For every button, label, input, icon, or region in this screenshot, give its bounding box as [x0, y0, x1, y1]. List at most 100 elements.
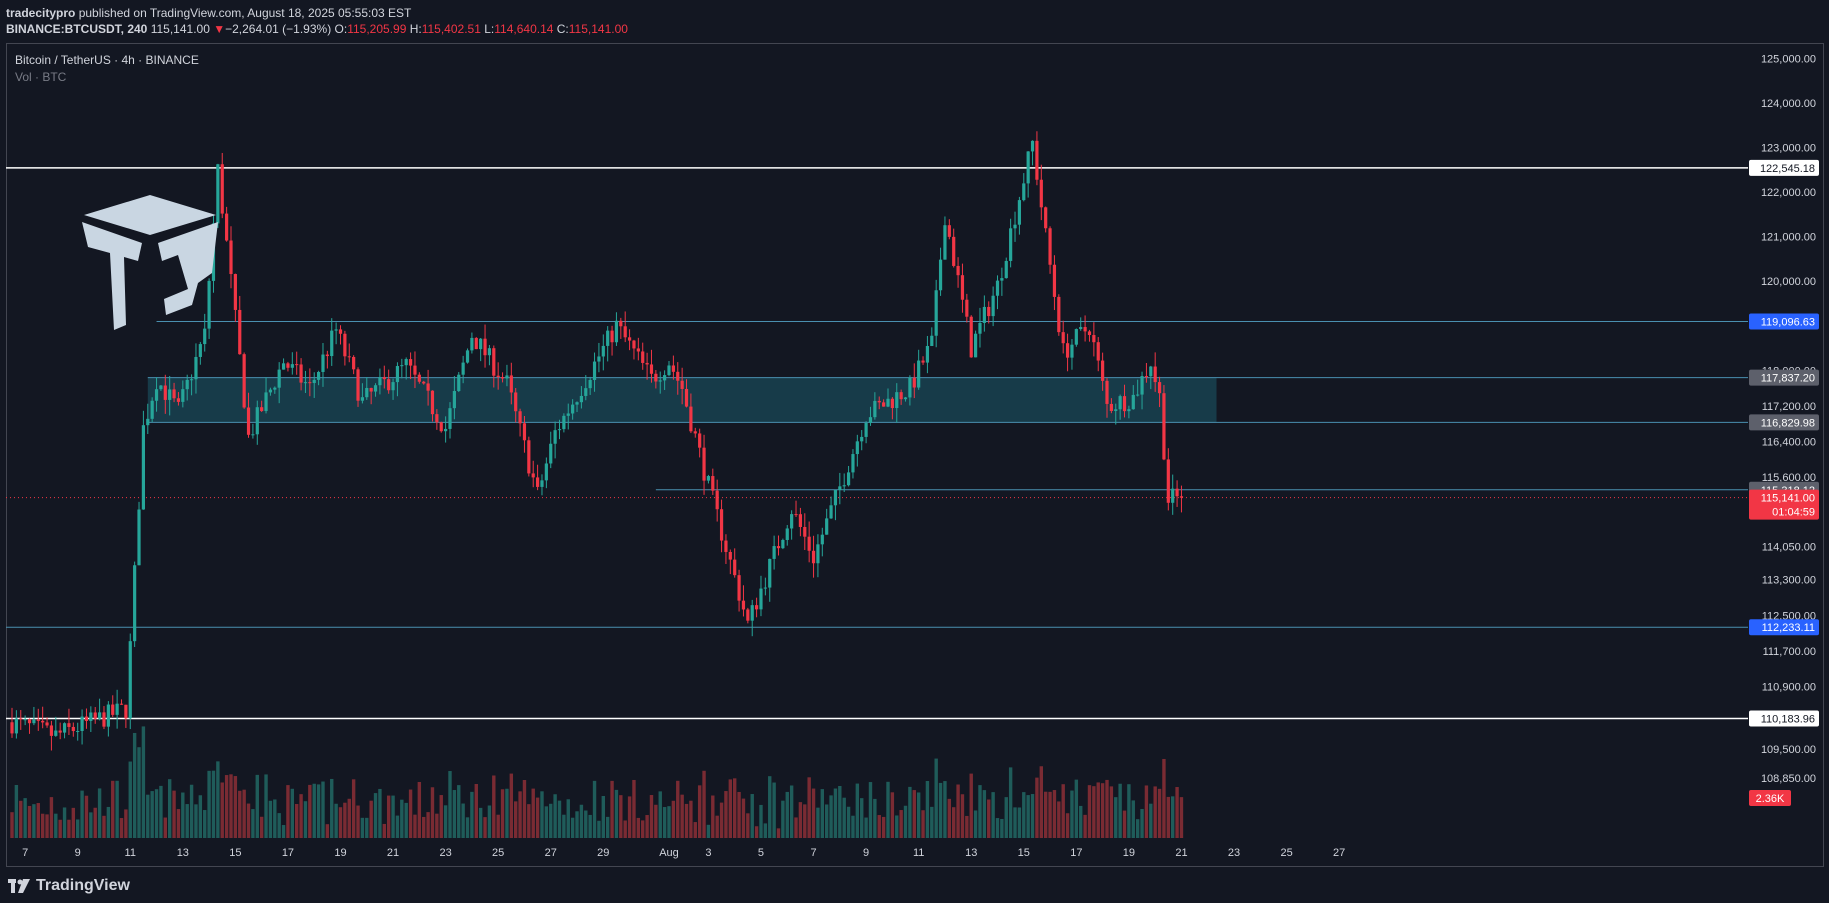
candle-body: [461, 362, 465, 375]
volume-bar: [527, 804, 531, 838]
volume-bar: [1140, 808, 1144, 838]
candle-body: [49, 725, 54, 736]
volume-bar: [360, 817, 365, 838]
symbol-label: BINANCE:BTCUSDT, 240: [6, 22, 148, 36]
volume-bar: [27, 805, 32, 838]
volume-bar: [702, 770, 706, 838]
date-tick-label: 25: [1280, 847, 1292, 859]
volume-bar: [811, 788, 816, 838]
volume-bar: [934, 758, 938, 838]
volume-bar: [417, 782, 422, 838]
candle-body: [128, 641, 132, 719]
candle-body: [536, 477, 540, 487]
candle-body: [465, 350, 470, 363]
volume-bar: [295, 804, 299, 838]
candle-body: [864, 422, 868, 437]
volume-bar: [759, 804, 763, 838]
volume-bar: [505, 788, 509, 838]
candle-body: [387, 379, 391, 391]
candle-body: [373, 385, 378, 392]
volume-bar: [45, 814, 49, 838]
volume-bar: [930, 806, 934, 838]
candle-body: [238, 309, 242, 355]
chart-pane[interactable]: [6, 43, 1824, 867]
candle-body: [281, 363, 286, 370]
candle-body: [1092, 335, 1096, 343]
volume-bar: [855, 783, 860, 838]
candle-body: [1136, 394, 1140, 396]
candle-body: [575, 402, 579, 405]
candle-body: [715, 490, 719, 510]
level-price-label: 119,096.63: [1761, 316, 1815, 328]
candle-body: [663, 375, 667, 381]
candle-body: [1101, 360, 1105, 381]
volume-indicator-label[interactable]: Vol · BTC: [15, 70, 67, 84]
volume-bar: [733, 778, 737, 838]
volume-bar: [408, 789, 413, 838]
candle-body: [452, 391, 456, 409]
volume-bar: [89, 812, 93, 838]
candle-body: [938, 259, 943, 291]
candle-body: [1149, 366, 1153, 377]
candle-body: [321, 354, 325, 372]
volume-bar: [518, 791, 522, 838]
volume-bar: [886, 781, 890, 838]
publisher-name[interactable]: tradecitypro: [6, 6, 76, 20]
volume-bar: [680, 794, 684, 838]
candle-body: [395, 366, 400, 383]
volume-bar: [610, 780, 614, 838]
volume-bar: [711, 795, 715, 838]
date-tick-label: 3: [705, 847, 711, 859]
candle-body: [917, 360, 921, 388]
candle-body: [264, 392, 268, 412]
candle-body: [544, 463, 548, 481]
volume-bar: [842, 797, 846, 838]
volume-bar: [154, 789, 159, 838]
candle-body: [343, 333, 347, 357]
volume-bar: [62, 807, 67, 838]
date-tick-label: Aug: [659, 847, 679, 859]
candle-body: [689, 406, 693, 432]
volume-bar: [233, 776, 238, 838]
candle-body: [838, 486, 842, 490]
volume-bar: [693, 822, 697, 838]
volume-bar: [369, 800, 373, 838]
volume-bar: [1153, 786, 1157, 838]
candle-body: [1175, 488, 1179, 497]
volume-bar: [268, 800, 273, 838]
low-value: 114,640.14: [494, 22, 554, 36]
volume-bar: [1096, 782, 1100, 838]
tradingview-brand[interactable]: TradingView: [8, 877, 130, 895]
candle-body: [759, 588, 763, 610]
candle-body: [693, 431, 697, 434]
candle-body: [408, 359, 413, 366]
candle-body: [899, 392, 903, 400]
candle-body: [268, 389, 273, 393]
volume-bar: [952, 807, 956, 838]
volume-bar: [391, 795, 395, 838]
candle-body: [566, 413, 570, 416]
price-axis: 125,000.00 124,000.00 123,000.00 122,000.00…: [1749, 53, 1819, 806]
candle-body: [601, 345, 605, 357]
candle-body: [1052, 264, 1057, 297]
volume-bar: [991, 792, 995, 838]
volume-bar: [1039, 766, 1043, 838]
volume-bar: [728, 779, 733, 838]
volume-bar: [71, 807, 76, 838]
candle-body: [80, 716, 84, 732]
volume-bar: [382, 823, 386, 838]
volume-bar: [277, 813, 281, 838]
volume-bar: [474, 783, 478, 838]
volume-bar: [1092, 786, 1096, 838]
volume-bar: [1070, 790, 1074, 838]
volume-bar: [1118, 783, 1122, 838]
volume-bar: [754, 826, 759, 838]
volume-bar: [965, 815, 969, 838]
volume-bar: [1162, 758, 1166, 838]
candle-body: [995, 280, 1000, 296]
candle-body: [163, 385, 167, 400]
candle-body: [119, 703, 124, 705]
candle-body: [448, 408, 452, 429]
candle-body: [798, 514, 802, 527]
